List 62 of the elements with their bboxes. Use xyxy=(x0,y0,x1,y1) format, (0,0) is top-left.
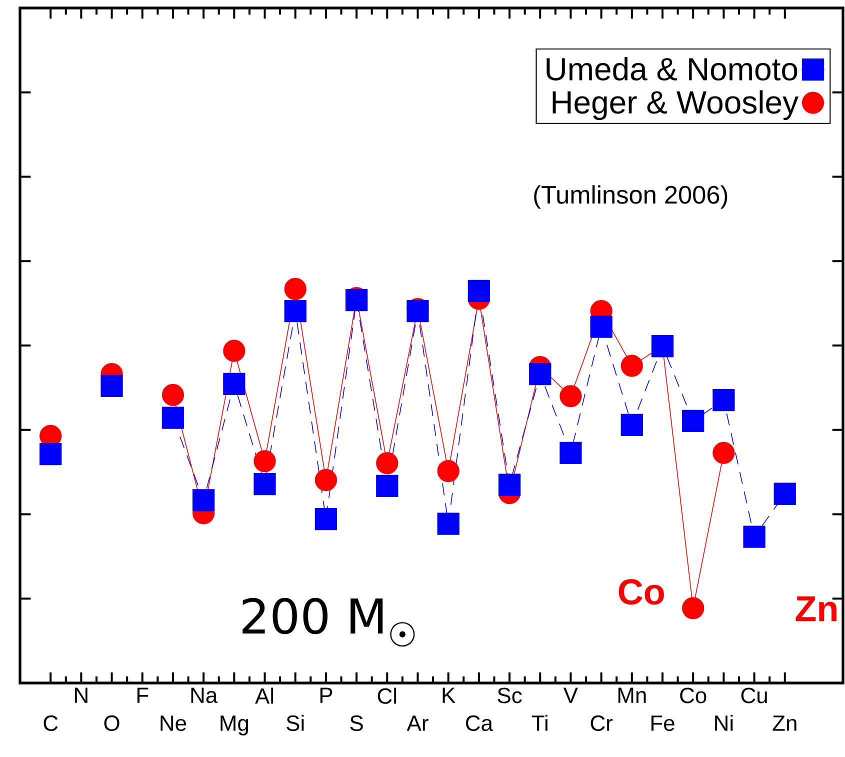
x-tick-label: Ni xyxy=(715,714,733,731)
x-tick-label: Mg xyxy=(220,716,248,736)
x-tick-label: Ne xyxy=(160,716,186,731)
annotation: Co xyxy=(618,579,664,605)
annotation: 200 M$_{☉}$ xyxy=(242,598,415,647)
point xyxy=(314,469,338,492)
text: (Tumlinson 2006) xyxy=(534,185,728,209)
point xyxy=(223,340,246,362)
annotation: Zn xyxy=(796,596,836,622)
point xyxy=(284,278,306,300)
point xyxy=(162,406,184,429)
point xyxy=(774,482,796,505)
point xyxy=(376,474,398,498)
x-tick-label: Fe xyxy=(651,716,674,731)
x-tick-label: Al xyxy=(255,688,274,704)
x-tick-label: Cl xyxy=(378,688,396,704)
point xyxy=(743,526,766,548)
x-tick-label: Na xyxy=(191,688,218,704)
legend-label: Umeda & Nomoto xyxy=(546,57,798,81)
point xyxy=(682,597,704,620)
x-tick-label: Ar xyxy=(406,716,428,731)
point xyxy=(529,363,552,386)
point xyxy=(314,508,338,530)
x-tick-label: C xyxy=(44,715,58,731)
point xyxy=(223,372,246,396)
point xyxy=(590,316,612,338)
point xyxy=(468,280,490,302)
x-tick-label: Ca xyxy=(466,715,493,731)
point xyxy=(254,472,276,496)
point xyxy=(712,389,735,412)
point xyxy=(620,354,643,377)
point xyxy=(254,450,276,472)
point xyxy=(437,512,460,535)
x-tick-label: P xyxy=(320,688,332,703)
point xyxy=(376,452,398,474)
x-tick-label: Ti xyxy=(532,714,548,731)
x-tick-label: Zn xyxy=(772,716,796,731)
x-tick-label: Cr xyxy=(590,715,613,731)
point xyxy=(284,300,306,322)
x-tick-label: Cu xyxy=(741,688,767,704)
x-tick-label: Si xyxy=(286,714,304,731)
legend-label: Heger & Woosley xyxy=(552,90,798,120)
x-tick-label: Mn xyxy=(618,688,646,703)
x-tick-label: Co xyxy=(680,688,706,704)
point xyxy=(560,442,582,464)
x-tick-label: O xyxy=(104,715,120,731)
point xyxy=(162,384,184,406)
x-tick-label: N xyxy=(75,688,88,703)
x-tick-label: Sc xyxy=(498,688,522,704)
x-tick-label: F xyxy=(137,688,148,703)
point xyxy=(620,414,643,436)
point xyxy=(498,474,521,496)
point xyxy=(682,410,704,432)
point xyxy=(437,460,460,482)
x-tick-label: S xyxy=(350,715,363,731)
x-tick-label: V xyxy=(563,688,578,703)
point xyxy=(192,489,215,512)
point xyxy=(712,442,735,464)
point xyxy=(40,443,62,466)
point xyxy=(560,385,582,408)
point xyxy=(100,374,123,397)
x-tick-label: K xyxy=(442,688,456,703)
